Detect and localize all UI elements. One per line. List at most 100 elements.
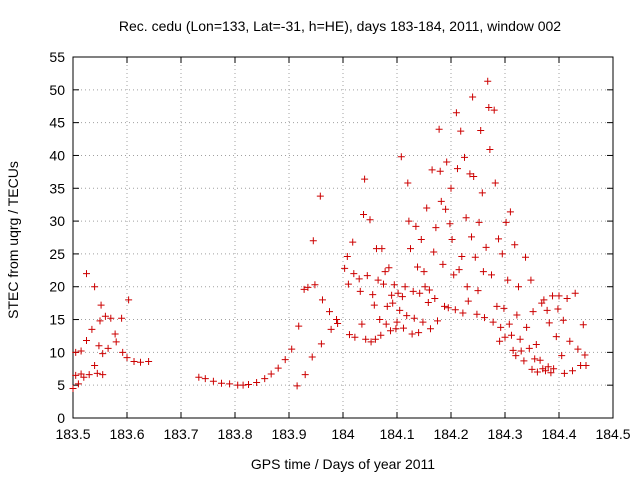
data-point-marker: [550, 365, 558, 373]
y-tick-label: 45: [49, 115, 65, 131]
data-point-marker: [201, 375, 209, 383]
data-point-marker: [488, 271, 495, 279]
data-point-marker: [95, 342, 103, 350]
data-point-marker: [531, 355, 539, 363]
data-point-marker: [430, 248, 438, 256]
data-point-marker: [309, 237, 317, 245]
data-point-marker: [579, 321, 587, 329]
data-point-marker: [390, 281, 398, 289]
data-point-marker: [360, 211, 368, 219]
data-point-marker: [515, 283, 522, 291]
data-point-marker: [195, 373, 203, 381]
data-point-marker: [555, 292, 563, 300]
data-point-marker: [512, 352, 520, 360]
data-point-marker: [226, 380, 234, 388]
data-point-marker: [316, 192, 324, 200]
data-point-marker: [505, 320, 513, 328]
data-point-marker: [293, 382, 301, 390]
data-point-marker: [471, 253, 479, 261]
data-point-marker: [491, 179, 499, 187]
x-tick-label: 184: [331, 426, 355, 442]
data-point-marker: [378, 245, 386, 253]
data-point-marker: [363, 272, 371, 280]
data-point-marker: [428, 166, 436, 174]
data-point-marker: [118, 314, 126, 322]
data-point-marker: [345, 331, 353, 339]
data-point-marker: [560, 369, 568, 377]
data-point-marker: [559, 316, 567, 324]
data-point-marker: [452, 109, 460, 117]
data-point-marker: [457, 127, 465, 135]
data-point-marker: [458, 253, 466, 261]
data-point-marker: [388, 291, 396, 299]
data-point-marker: [566, 337, 574, 345]
data-point-marker: [366, 216, 374, 224]
data-point-marker: [533, 368, 541, 376]
data-point-marker: [479, 268, 487, 276]
data-point-marker: [446, 220, 454, 228]
data-point-marker: [517, 347, 525, 355]
data-point-marker: [387, 327, 395, 335]
data-point-marker: [495, 235, 503, 243]
y-tick-label: 40: [49, 147, 65, 163]
data-point-marker: [464, 297, 472, 305]
data-point-marker: [543, 306, 551, 314]
data-point-marker: [358, 320, 366, 328]
data-point-marker: [288, 345, 296, 353]
data-point-marker: [542, 367, 549, 375]
data-point-marker: [112, 338, 120, 346]
data-point-marker: [401, 283, 409, 291]
data-point-marker: [123, 354, 131, 362]
data-point-marker: [343, 253, 351, 261]
data-point-marker: [83, 270, 90, 278]
data-point-marker: [520, 357, 528, 365]
data-point-marker: [442, 205, 450, 213]
data-point-marker: [93, 369, 101, 377]
data-point-marker: [421, 283, 429, 291]
data-point-marker: [97, 301, 105, 309]
data-point-marker: [72, 371, 80, 379]
x-tick-label: 184.1: [379, 426, 414, 442]
data-point-marker: [101, 312, 109, 320]
data-point-marker: [119, 348, 127, 356]
x-tick-label: 184.5: [595, 426, 630, 442]
data-point-marker: [426, 325, 434, 333]
x-tick-label: 183.8: [217, 426, 252, 442]
data-point-marker: [393, 318, 401, 326]
data-point-marker: [361, 175, 369, 183]
data-point-marker: [513, 311, 521, 319]
data-point-marker: [490, 106, 498, 114]
data-point-marker: [571, 289, 579, 297]
y-tick-label: 35: [49, 180, 65, 196]
data-point-marker: [509, 346, 517, 354]
data-point-marker: [295, 322, 303, 330]
grid: [73, 57, 613, 418]
data-point-marker: [432, 224, 440, 232]
data-point-marker: [447, 184, 455, 192]
x-tick-label: 184.3: [487, 426, 522, 442]
data-point-marker: [218, 379, 225, 387]
data-point-marker: [527, 276, 535, 284]
data-point-marker: [72, 348, 80, 356]
data-point-marker: [389, 299, 397, 307]
data-point-marker: [99, 350, 107, 358]
data-point-marker: [407, 245, 414, 253]
data-point-marker: [404, 179, 412, 187]
data-point-marker: [326, 308, 333, 316]
data-point-marker: [85, 371, 93, 379]
data-point-marker: [403, 312, 411, 320]
data-point-marker: [466, 170, 474, 178]
data-point-marker: [500, 304, 508, 312]
data-point-marker: [443, 158, 451, 166]
data-point-marker: [482, 243, 490, 251]
chart-title: Rec. cedu (Lon=133, Lat=-31, h=HE), days…: [119, 18, 561, 34]
data-point-marker: [582, 361, 590, 369]
data-point-marker: [504, 276, 512, 284]
data-point-marker: [104, 344, 112, 352]
data-points: [69, 77, 590, 392]
data-point-marker: [523, 323, 531, 331]
data-point-marker: [301, 371, 309, 379]
data-point-marker: [540, 296, 548, 304]
data-point-marker: [473, 310, 481, 318]
x-axis-label: GPS time / Days of year 2011: [251, 456, 435, 472]
